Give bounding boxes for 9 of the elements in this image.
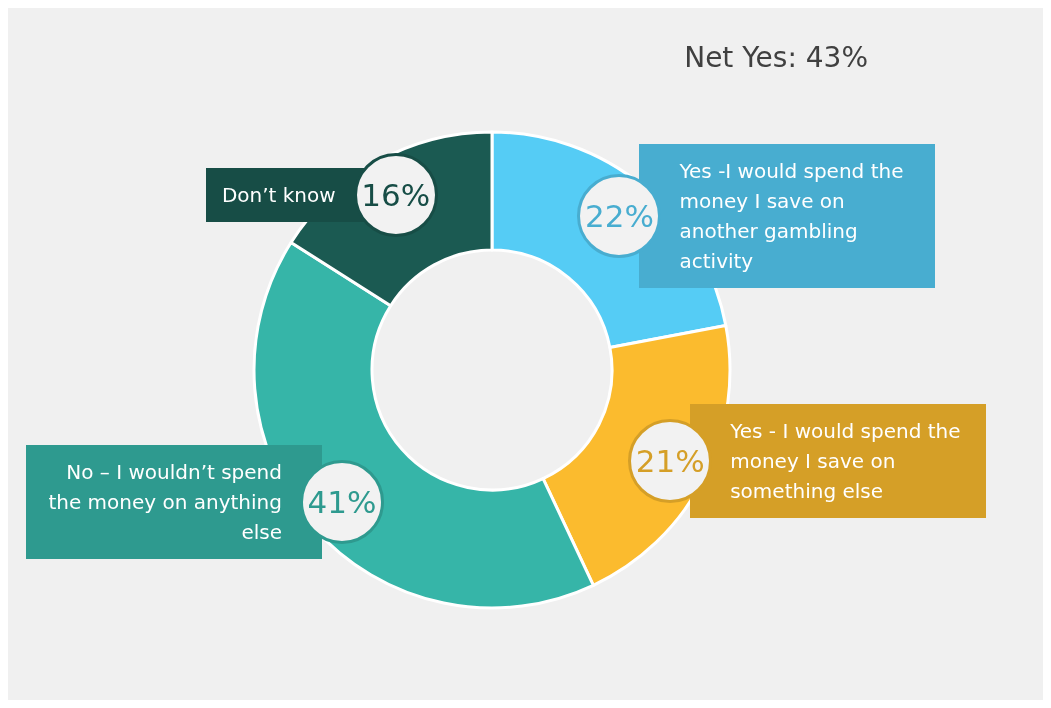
data-label: 16% <box>353 152 438 237</box>
chart-title: Net Yes: 43% <box>684 40 869 74</box>
data-label: 41% <box>299 460 384 545</box>
slice-label: Yes -I would spend the money I save on another gambling activity <box>679 158 904 273</box>
data-label: 22% <box>577 173 662 258</box>
slice-label: Yes - I would spend the money I save on something else <box>730 418 961 503</box>
slice-label: No – I wouldn’t spend the money on anything else <box>48 460 282 545</box>
slice-label: Don’t know <box>221 182 336 207</box>
data-label: 21% <box>628 418 713 503</box>
